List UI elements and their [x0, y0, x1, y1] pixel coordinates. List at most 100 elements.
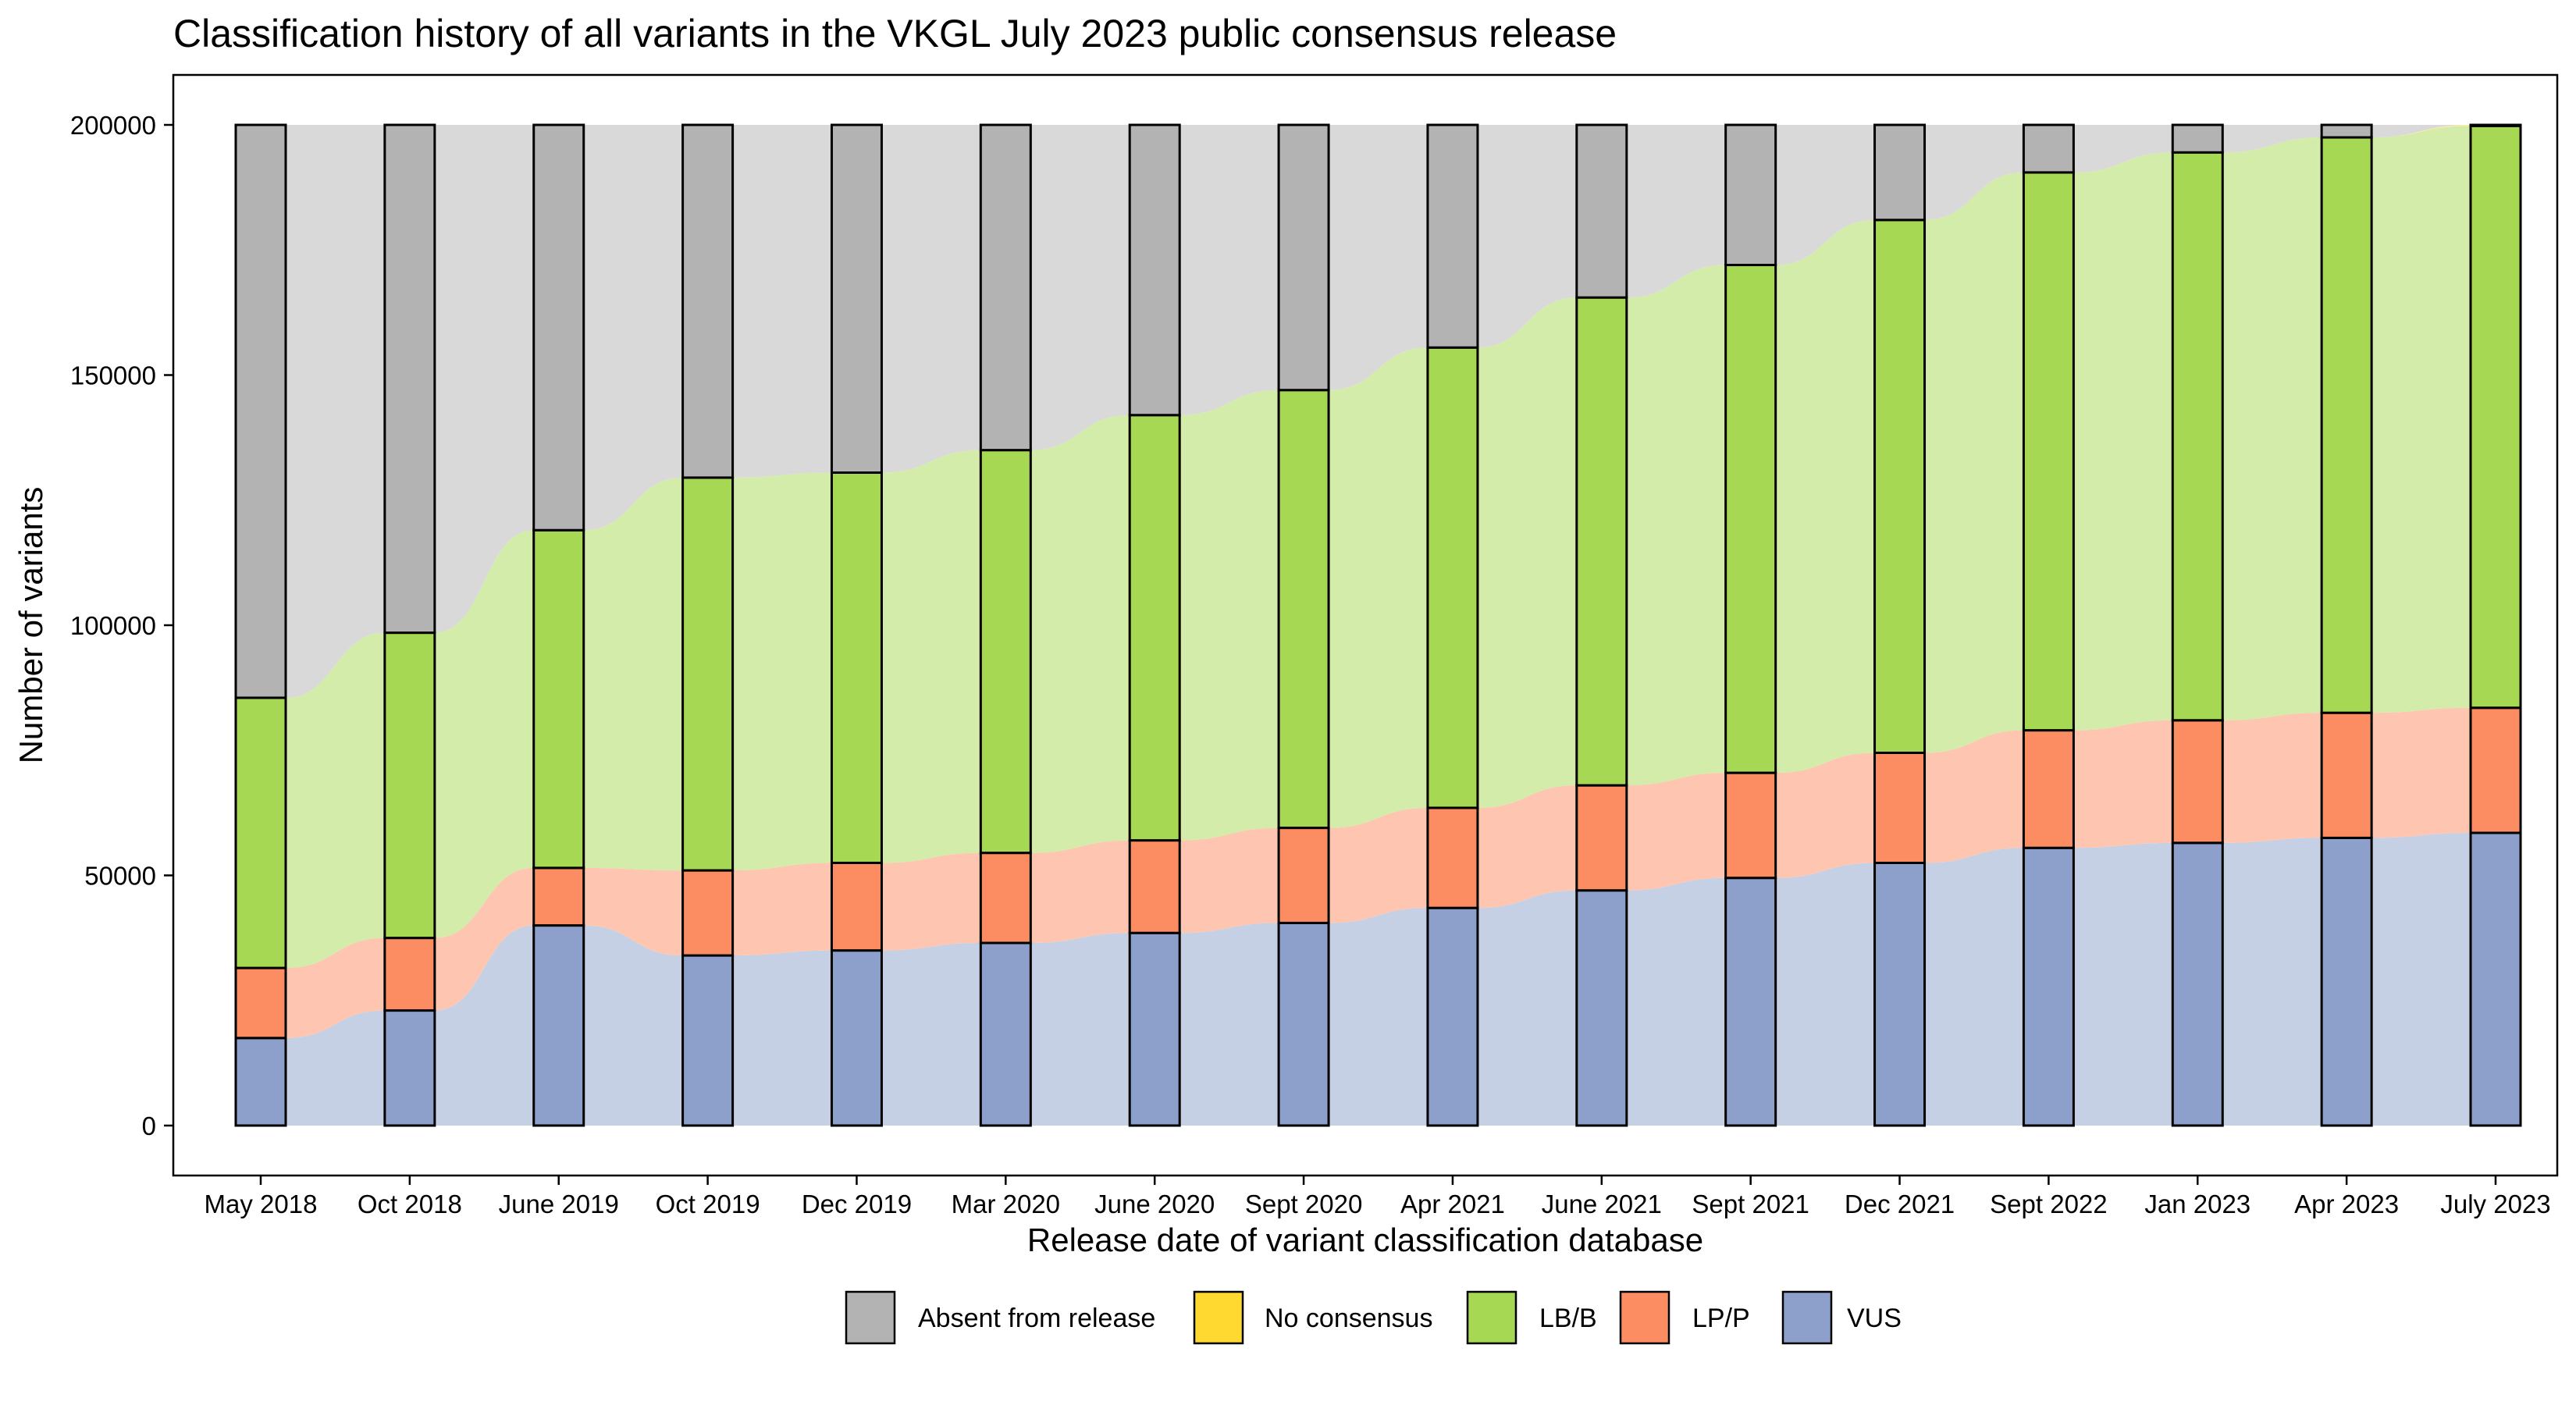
bar-lp-p-dec-2021 [1873, 751, 1927, 864]
flow-vus-3 [732, 950, 832, 1126]
flow-lb-b-10 [1775, 219, 1875, 774]
bar-lb-b-mar-2020 [979, 449, 1032, 855]
flow-lb-b-11 [1924, 172, 2024, 753]
flow-lb-b-12 [2073, 152, 2173, 731]
flow-lb-b-0 [286, 632, 385, 969]
bar-vus-apr-2023 [2320, 836, 2373, 1127]
bar-lb-b-july-2023 [2469, 124, 2522, 710]
flow-lb-b-14 [2371, 126, 2471, 713]
legend-key-lb-b [1466, 1290, 1517, 1345]
flow-absent-from-release-13 [2222, 125, 2322, 153]
flow-absent-from-release-10 [1775, 125, 1875, 265]
bar-absent-from-release-oct-2019 [681, 123, 735, 479]
x-tick-label-june-2019: June 2019 [499, 1190, 619, 1218]
bar-lb-b-oct-2018 [383, 631, 436, 940]
bar-vus-sept-2022 [2022, 846, 2075, 1127]
flow-lb-b-13 [2222, 137, 2322, 720]
flow-lp-p-4 [881, 852, 981, 951]
bar-vus-oct-2019 [681, 954, 735, 1127]
x-tick-label-mar-2020: Mar 2020 [952, 1190, 1060, 1218]
flow-lb-b-6 [1179, 389, 1279, 841]
bar-absent-from-release-apr-2023 [2320, 123, 2373, 139]
legend-label-absent-from-release: Absent from release [918, 1304, 1155, 1333]
flow-lp-p-2 [583, 867, 683, 956]
flow-absent-from-release-6 [1179, 125, 1279, 415]
bar-absent-from-release-sept-2020 [1277, 123, 1330, 392]
bar-lp-p-june-2021 [1575, 784, 1628, 892]
bar-lp-p-apr-2021 [1426, 806, 1479, 909]
bar-lb-b-sept-2022 [2022, 171, 2075, 732]
x-axis-title: Release date of variant classification d… [1027, 1222, 1703, 1258]
y-axis: 0 50000 100000 150000 200000 [70, 111, 173, 1140]
bar-lp-p-sept-2021 [1724, 771, 1777, 880]
bar-vus-june-2019 [532, 924, 585, 1127]
flow-vus-10 [1775, 863, 1875, 1126]
flow-lp-p-12 [2073, 720, 2173, 848]
flow-absent-from-release-2 [583, 125, 683, 531]
x-tick-label-oct-2019: Oct 2019 [656, 1190, 760, 1218]
legend: Absent from release No consensus LB/B LP/P V… [845, 1290, 1902, 1345]
flow-vus-4 [881, 943, 981, 1126]
x-tick-label-sept-2020: Sept 2020 [1245, 1190, 1362, 1218]
bar-vus-june-2020 [1128, 931, 1181, 1127]
bar-lb-b-apr-2021 [1426, 346, 1479, 809]
bar-lb-b-june-2021 [1575, 296, 1628, 787]
bar-lp-p-july-2023 [2469, 706, 2522, 834]
bar-lp-p-apr-2023 [2320, 711, 2373, 839]
bar-absent-from-release-dec-2021 [1873, 123, 1927, 222]
flow-lb-b-7 [1329, 347, 1428, 828]
flow-absent-from-release-12 [2073, 125, 2173, 173]
legend-key-vus [1781, 1290, 1833, 1345]
bar-vus-june-2021 [1575, 889, 1628, 1127]
bar-lb-b-sept-2020 [1277, 389, 1330, 830]
bar-absent-from-release-june-2019 [532, 123, 585, 532]
bar-vus-jan-2023 [2171, 841, 2224, 1127]
bar-lp-p-sept-2020 [1277, 827, 1330, 924]
legend-key-absent-from-release [845, 1290, 896, 1345]
flow-lp-p-11 [1924, 730, 2024, 863]
x-tick-label-june-2020: June 2020 [1094, 1190, 1215, 1218]
bar-absent-from-release-dec-2019 [830, 123, 883, 474]
flow-vus-12 [2073, 842, 2173, 1126]
flow-lp-p-6 [1179, 827, 1279, 934]
legend-key-no-consensus [1193, 1290, 1244, 1345]
y-tick-label: 200000 [70, 111, 156, 140]
bar-lp-p-mar-2020 [979, 852, 1032, 944]
x-tick-label-july-2023: July 2023 [2440, 1190, 2550, 1218]
flow-lp-p-8 [1477, 785, 1577, 909]
bar-lb-b-dec-2019 [830, 471, 883, 864]
flow-absent-from-release-11 [1924, 125, 2024, 220]
bar-no-consensus-july-2023 [2469, 123, 2522, 127]
bar-vus-sept-2020 [1277, 921, 1330, 1127]
flow-vus-0 [286, 1010, 385, 1126]
flow-lp-p-14 [2371, 707, 2471, 838]
bar-lp-p-jan-2023 [2171, 719, 2224, 845]
flow-lp-p-0 [286, 937, 385, 1038]
legend-label-lp-p: LP/P [1692, 1304, 1750, 1333]
flow-absent-from-release-7 [1329, 125, 1428, 390]
legend-label-no-consensus: No consensus [1265, 1304, 1432, 1333]
bar-lb-b-june-2019 [532, 528, 585, 870]
flow-lp-p-13 [2222, 713, 2322, 843]
bar-layer [234, 123, 2522, 1127]
y-tick-label: 50000 [84, 862, 156, 891]
chart-title: Classification history of all variants i… [173, 12, 1617, 55]
bar-absent-from-release-may-2018 [234, 123, 287, 699]
bar-lp-p-oct-2019 [681, 869, 735, 957]
x-tick-label-apr-2021: Apr 2021 [1400, 1190, 1505, 1218]
flow-absent-from-release-14 [2371, 125, 2471, 138]
flow-vus-13 [2222, 838, 2322, 1126]
flow-lp-p-7 [1329, 807, 1428, 923]
bar-lb-b-sept-2021 [1724, 263, 1777, 774]
flow-absent-from-release-0 [286, 125, 385, 698]
flow-lb-b-5 [1030, 414, 1130, 853]
y-tick-label: 0 [142, 1112, 156, 1140]
flow-vus-9 [1626, 877, 1726, 1126]
bar-absent-from-release-jan-2023 [2171, 123, 2224, 154]
legend-label-lb-b: LB/B [1539, 1304, 1597, 1333]
x-tick-label-oct-2018: Oct 2018 [358, 1190, 462, 1218]
bar-lp-p-june-2020 [1128, 839, 1181, 934]
y-tick-label: 150000 [70, 361, 156, 390]
bar-absent-from-release-apr-2021 [1426, 123, 1479, 349]
